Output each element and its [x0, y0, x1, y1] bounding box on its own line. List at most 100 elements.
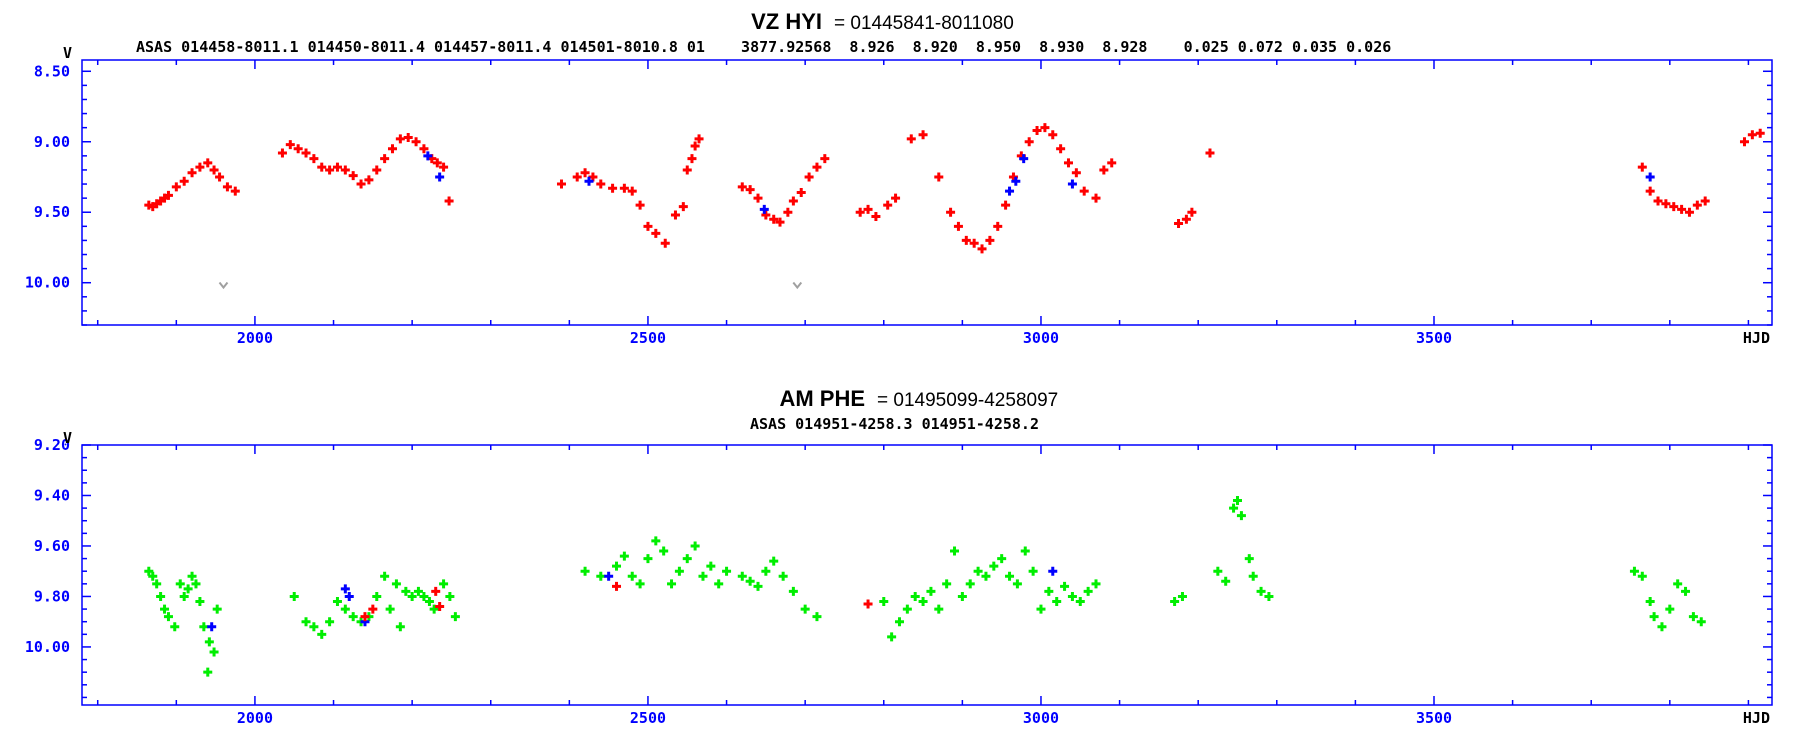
- data-point: [946, 207, 956, 217]
- data-point: [769, 214, 779, 224]
- data-point: [179, 591, 189, 601]
- data-point: [674, 566, 684, 576]
- data-point: [372, 591, 382, 601]
- data-point: [800, 604, 810, 614]
- data-point: [144, 566, 154, 576]
- data-point: [580, 566, 590, 576]
- data-point: [332, 597, 342, 607]
- data-point: [1221, 576, 1231, 586]
- data-point: [1244, 554, 1254, 564]
- data-point: [1005, 571, 1015, 581]
- data-point: [183, 584, 193, 594]
- data-point: [187, 168, 197, 178]
- x-tick-label: 3500: [1416, 709, 1452, 727]
- data-point: [191, 579, 201, 589]
- data-point: [179, 176, 189, 186]
- data-point: [796, 188, 806, 197]
- data-point: [584, 176, 594, 186]
- data-point: [325, 617, 335, 627]
- data-point: [1657, 622, 1667, 632]
- data-point: [1079, 186, 1089, 196]
- data-point: [706, 561, 716, 571]
- data-point: [289, 591, 299, 601]
- data-point: [439, 162, 449, 172]
- data-point: [163, 612, 173, 622]
- data-point: [906, 134, 916, 144]
- data-point: [401, 586, 411, 596]
- data-point: [368, 604, 378, 614]
- y-tick-label: 8.50: [34, 62, 70, 80]
- data-point: [769, 556, 779, 566]
- data-point: [667, 579, 677, 589]
- data-point: [1665, 604, 1675, 614]
- data-point: [894, 617, 904, 627]
- data-point: [1637, 162, 1647, 172]
- data-point: [690, 541, 700, 551]
- data-point: [209, 647, 219, 657]
- data-point: [340, 165, 350, 175]
- data-point: [364, 175, 374, 185]
- data-point: [209, 165, 219, 175]
- data-point: [761, 210, 771, 220]
- data-point: [230, 186, 240, 196]
- x-tick-label: 2500: [630, 329, 666, 347]
- data-point: [1174, 219, 1184, 229]
- data-point: [883, 200, 893, 210]
- data-point: [1020, 546, 1030, 556]
- data-point: [1024, 137, 1034, 147]
- data-point: [1645, 186, 1655, 196]
- data-point: [1177, 591, 1187, 601]
- data-point: [682, 554, 692, 564]
- data-point-upper-limit: [218, 281, 229, 290]
- data-point: [385, 604, 395, 614]
- data-point: [309, 154, 319, 164]
- data-point: [1637, 571, 1647, 581]
- data-point: [301, 148, 311, 158]
- data-point: [340, 604, 350, 614]
- data-point: [429, 604, 439, 614]
- data-point: [1677, 204, 1687, 214]
- data-point: [356, 179, 366, 189]
- y-tick-label: 9.20: [34, 436, 70, 454]
- data-point: [698, 571, 708, 581]
- data-point: [989, 561, 999, 571]
- data-point: [1048, 566, 1058, 576]
- x-tick-label: 3000: [1023, 709, 1059, 727]
- data-point: [670, 210, 680, 220]
- data-point: [977, 244, 987, 254]
- data-point: [993, 221, 1003, 231]
- data-point: [753, 193, 763, 203]
- data-point: [722, 566, 732, 576]
- data-point: [203, 158, 213, 168]
- data-point: [1083, 586, 1093, 596]
- data-point: [682, 165, 692, 175]
- data-point: [604, 571, 614, 581]
- data-point: [344, 591, 354, 601]
- data-point: [1067, 179, 1077, 189]
- data-point: [678, 202, 688, 212]
- panel-vz-hyi-header: VZ HYI = 01445841-8011080 ASAS 014458-80…: [136, 9, 1391, 56]
- data-point: [820, 154, 830, 164]
- data-point: [871, 211, 881, 221]
- data-point: [1028, 566, 1038, 576]
- data-point: [690, 141, 700, 151]
- data-point: [360, 612, 370, 622]
- data-point: [1011, 176, 1021, 186]
- y-tick-label: 9.50: [34, 203, 70, 221]
- y-axis-label: V: [63, 44, 72, 62]
- data-point: [627, 571, 637, 581]
- data-point: [195, 597, 205, 607]
- data-point: [788, 586, 798, 596]
- data-point: [643, 554, 653, 564]
- data-point: [277, 148, 287, 158]
- data-point: [152, 579, 162, 589]
- data-point: [301, 617, 311, 627]
- data-point: [1248, 571, 1258, 581]
- data-point: [612, 581, 622, 591]
- data-point: [207, 622, 217, 632]
- data-point: [332, 162, 342, 172]
- chart-title-id-am-phe: = 01495099-4258097: [877, 390, 1058, 411]
- data-point: [953, 221, 963, 231]
- data-point: [1692, 200, 1702, 210]
